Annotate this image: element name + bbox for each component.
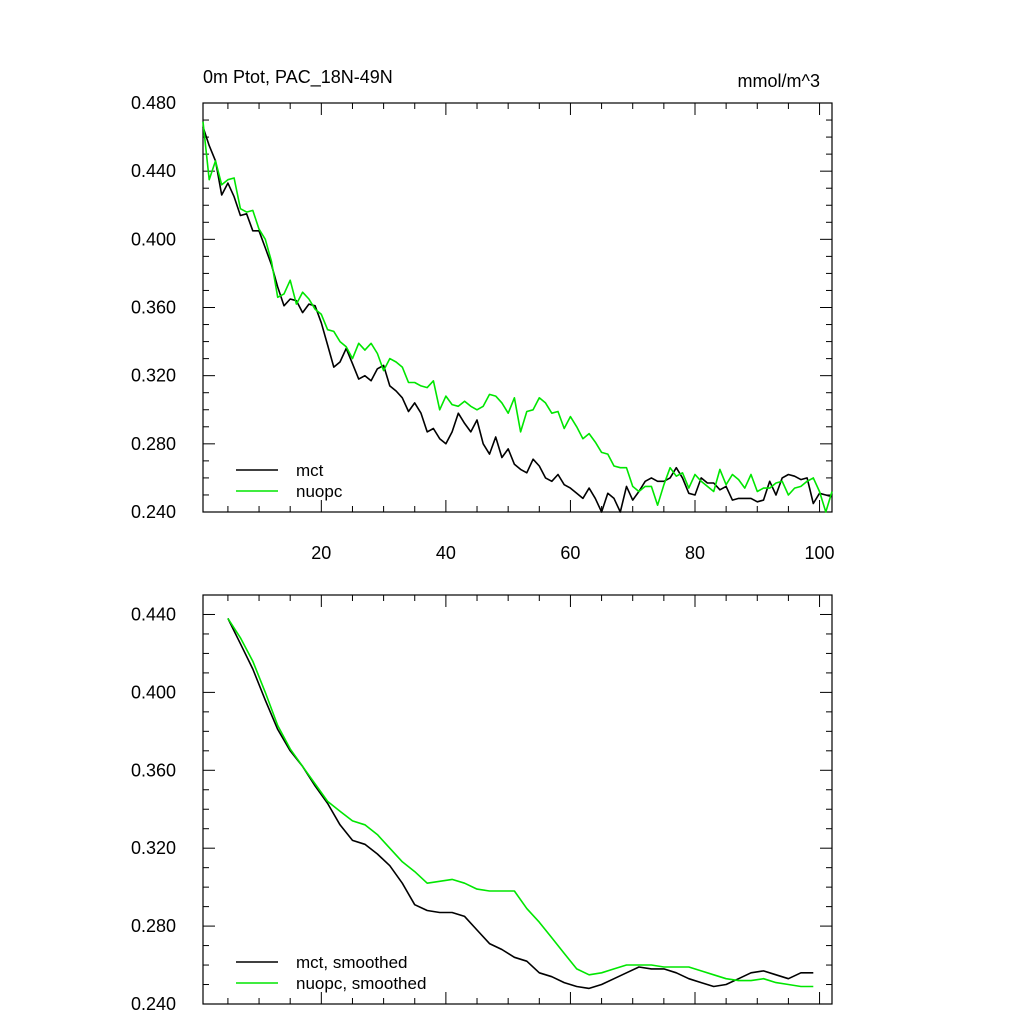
y-tick-label: 0.400 — [131, 682, 176, 702]
bottom-panel: 0.240 0.280 0.320 0.360 0.400 0.440 mct, smoot… — [131, 594, 833, 1014]
y-tick-label: 0.440 — [131, 161, 176, 181]
plot-frame — [202, 102, 833, 513]
plot-frame — [202, 594, 833, 1005]
legend-label: nuopc — [296, 482, 343, 501]
series-line-mct — [202, 126, 833, 513]
legend-label: nuopc, smoothed — [296, 974, 426, 993]
y-tick-label: 0.400 — [131, 229, 176, 249]
x-tick-label: 40 — [436, 543, 456, 563]
legend-label: mct — [296, 461, 324, 480]
x-tick-label: 100 — [805, 543, 835, 563]
legend-label: mct, smoothed — [296, 953, 408, 972]
y-tick-label: 0.240 — [131, 502, 176, 522]
series-line-nuopc — [202, 121, 833, 513]
x-tick-label: 20 — [311, 543, 331, 563]
y-tick-label: 0.360 — [131, 298, 176, 318]
y-tick-label: 0.280 — [131, 434, 176, 454]
y-tick-label: 0.240 — [131, 994, 176, 1014]
series-line-nuopc-smoothed — [227, 617, 814, 988]
x-tick-label: 80 — [685, 543, 705, 563]
y-tick-label: 0.360 — [131, 760, 176, 780]
x-tick-label: 60 — [560, 543, 580, 563]
y-tick-label: 0.480 — [131, 93, 176, 113]
y-tick-label: 0.320 — [131, 838, 176, 858]
top-panel: 0m Ptot, PAC_18N-49N mmol/m^3 0.240 0.280… — [131, 67, 835, 563]
y-tick-label: 0.320 — [131, 366, 176, 386]
y-tick-label: 0.440 — [131, 604, 176, 624]
y-tick-label: 0.280 — [131, 916, 176, 936]
panel-title: 0m Ptot, PAC_18N-49N — [203, 67, 393, 88]
series-line-mct-smoothed — [227, 618, 814, 990]
units-label: mmol/m^3 — [738, 71, 820, 91]
